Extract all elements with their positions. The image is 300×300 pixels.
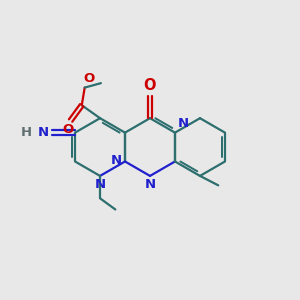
- Text: O: O: [83, 72, 94, 85]
- Text: N: N: [145, 178, 156, 191]
- Text: H: H: [21, 125, 32, 139]
- Text: O: O: [144, 78, 156, 93]
- Text: N: N: [38, 125, 49, 139]
- Text: N: N: [110, 154, 122, 167]
- Text: O: O: [62, 123, 73, 136]
- Text: N: N: [94, 178, 106, 191]
- Text: N: N: [177, 117, 188, 130]
